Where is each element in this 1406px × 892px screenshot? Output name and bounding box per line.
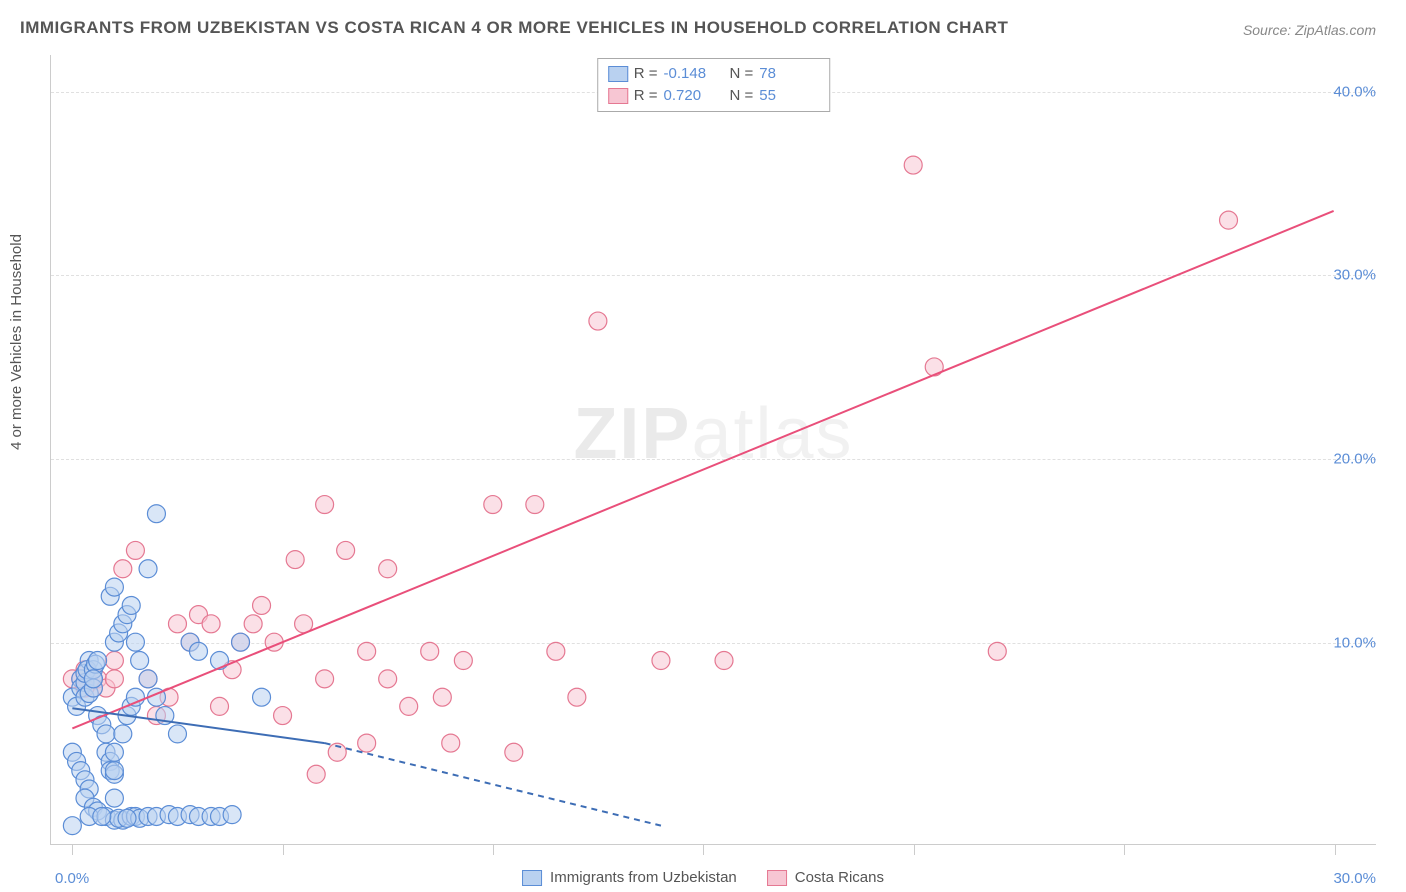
costa-point <box>1220 211 1238 229</box>
costa-point <box>358 642 376 660</box>
costa-point <box>316 496 334 514</box>
chart-title: IMMIGRANTS FROM UZBEKISTAN VS COSTA RICA… <box>20 18 1008 38</box>
costa-point <box>442 734 460 752</box>
uzbek-point <box>131 652 149 670</box>
x-tick-mark <box>1124 845 1125 855</box>
chart-container: IMMIGRANTS FROM UZBEKISTAN VS COSTA RICA… <box>0 0 1406 892</box>
costa-point <box>379 560 397 578</box>
uzbek-point <box>84 670 102 688</box>
costa-point <box>168 615 186 633</box>
costa-point <box>337 541 355 559</box>
x-axis-min-label: 0.0% <box>55 870 89 887</box>
costa-point <box>421 642 439 660</box>
x-tick-mark <box>72 845 73 855</box>
chart-svg <box>51 55 1376 844</box>
x-tick-mark <box>703 845 704 855</box>
r-label: R = <box>634 63 658 85</box>
uzbek-point <box>63 817 81 835</box>
uzbek-point <box>105 743 123 761</box>
uzbek-point <box>97 725 115 743</box>
uzbek-point <box>105 762 123 780</box>
legend-item-uzbek: Immigrants from Uzbekistan <box>522 869 737 886</box>
costa-point <box>400 697 418 715</box>
y-axis-label: 4 or more Vehicles in Household <box>8 234 25 450</box>
costa-point <box>988 642 1006 660</box>
y-tick-label: 30.0% <box>1333 267 1376 284</box>
legend-item-costa: Costa Ricans <box>767 869 884 886</box>
uzbek-point <box>189 642 207 660</box>
uzbek-point <box>122 596 140 614</box>
costa-point <box>454 652 472 670</box>
source-attribution: Source: ZipAtlas.com <box>1243 22 1376 38</box>
costa-point <box>505 743 523 761</box>
costa-point <box>211 697 229 715</box>
uzbek-point <box>126 633 144 651</box>
x-tick-mark <box>283 845 284 855</box>
y-tick-label: 40.0% <box>1333 83 1376 100</box>
legend-series: Immigrants from Uzbekistan Costa Ricans <box>522 869 884 886</box>
uzbek-point <box>211 652 229 670</box>
costa-point <box>358 734 376 752</box>
costa-point <box>547 642 565 660</box>
costa-point <box>433 688 451 706</box>
x-tick-mark <box>493 845 494 855</box>
uzbek-point <box>114 725 132 743</box>
n-value-uzbek: 78 <box>759 63 819 85</box>
costa-point <box>379 670 397 688</box>
costa-point <box>316 670 334 688</box>
costa-point <box>114 560 132 578</box>
costa-point <box>105 652 123 670</box>
uzbek-point <box>168 725 186 743</box>
legend-swatch-uzbek-icon <box>522 870 542 886</box>
x-tick-mark <box>1335 845 1336 855</box>
uzbek-point <box>93 807 111 825</box>
uzbek-point <box>223 806 241 824</box>
costa-trendline <box>72 211 1333 728</box>
costa-point <box>286 551 304 569</box>
r-label: R = <box>634 85 658 107</box>
legend-label-costa: Costa Ricans <box>795 869 884 886</box>
uzbek-point <box>105 789 123 807</box>
costa-point <box>484 496 502 514</box>
plot-area: ZIPatlas R = -0.148 N = 78 R = 0.720 N =… <box>50 55 1376 845</box>
uzbek-point <box>89 652 107 670</box>
uzbek-point <box>139 670 157 688</box>
costa-point <box>589 312 607 330</box>
costa-point <box>105 670 123 688</box>
uzbek-point <box>118 809 136 827</box>
legend-label-uzbek: Immigrants from Uzbekistan <box>550 869 737 886</box>
x-axis-max-label: 30.0% <box>1333 870 1376 887</box>
n-label: N = <box>730 63 754 85</box>
uzbek-trendline-dashed <box>325 743 661 826</box>
costa-point <box>202 615 220 633</box>
r-value-uzbek: -0.148 <box>664 63 724 85</box>
legend-swatch-uzbek <box>608 66 628 82</box>
n-value-costa: 55 <box>759 85 819 107</box>
uzbek-point <box>232 633 250 651</box>
r-value-costa: 0.720 <box>664 85 724 107</box>
y-tick-label: 20.0% <box>1333 451 1376 468</box>
legend-correlation: R = -0.148 N = 78 R = 0.720 N = 55 <box>597 58 831 112</box>
uzbek-point <box>253 688 271 706</box>
costa-point <box>568 688 586 706</box>
x-tick-mark <box>914 845 915 855</box>
costa-point <box>715 652 733 670</box>
y-tick-label: 10.0% <box>1333 634 1376 651</box>
costa-point <box>652 652 670 670</box>
n-label: N = <box>730 85 754 107</box>
legend-swatch-costa-icon <box>767 870 787 886</box>
legend-row-uzbek: R = -0.148 N = 78 <box>608 63 820 85</box>
uzbek-point <box>147 505 165 523</box>
costa-point <box>904 156 922 174</box>
legend-swatch-costa <box>608 88 628 104</box>
costa-point <box>253 596 271 614</box>
uzbek-point <box>139 560 157 578</box>
costa-point <box>126 541 144 559</box>
uzbek-point <box>105 578 123 596</box>
costa-point <box>244 615 262 633</box>
costa-point <box>274 707 292 725</box>
legend-row-costa: R = 0.720 N = 55 <box>608 85 820 107</box>
costa-point <box>526 496 544 514</box>
costa-point <box>307 765 325 783</box>
